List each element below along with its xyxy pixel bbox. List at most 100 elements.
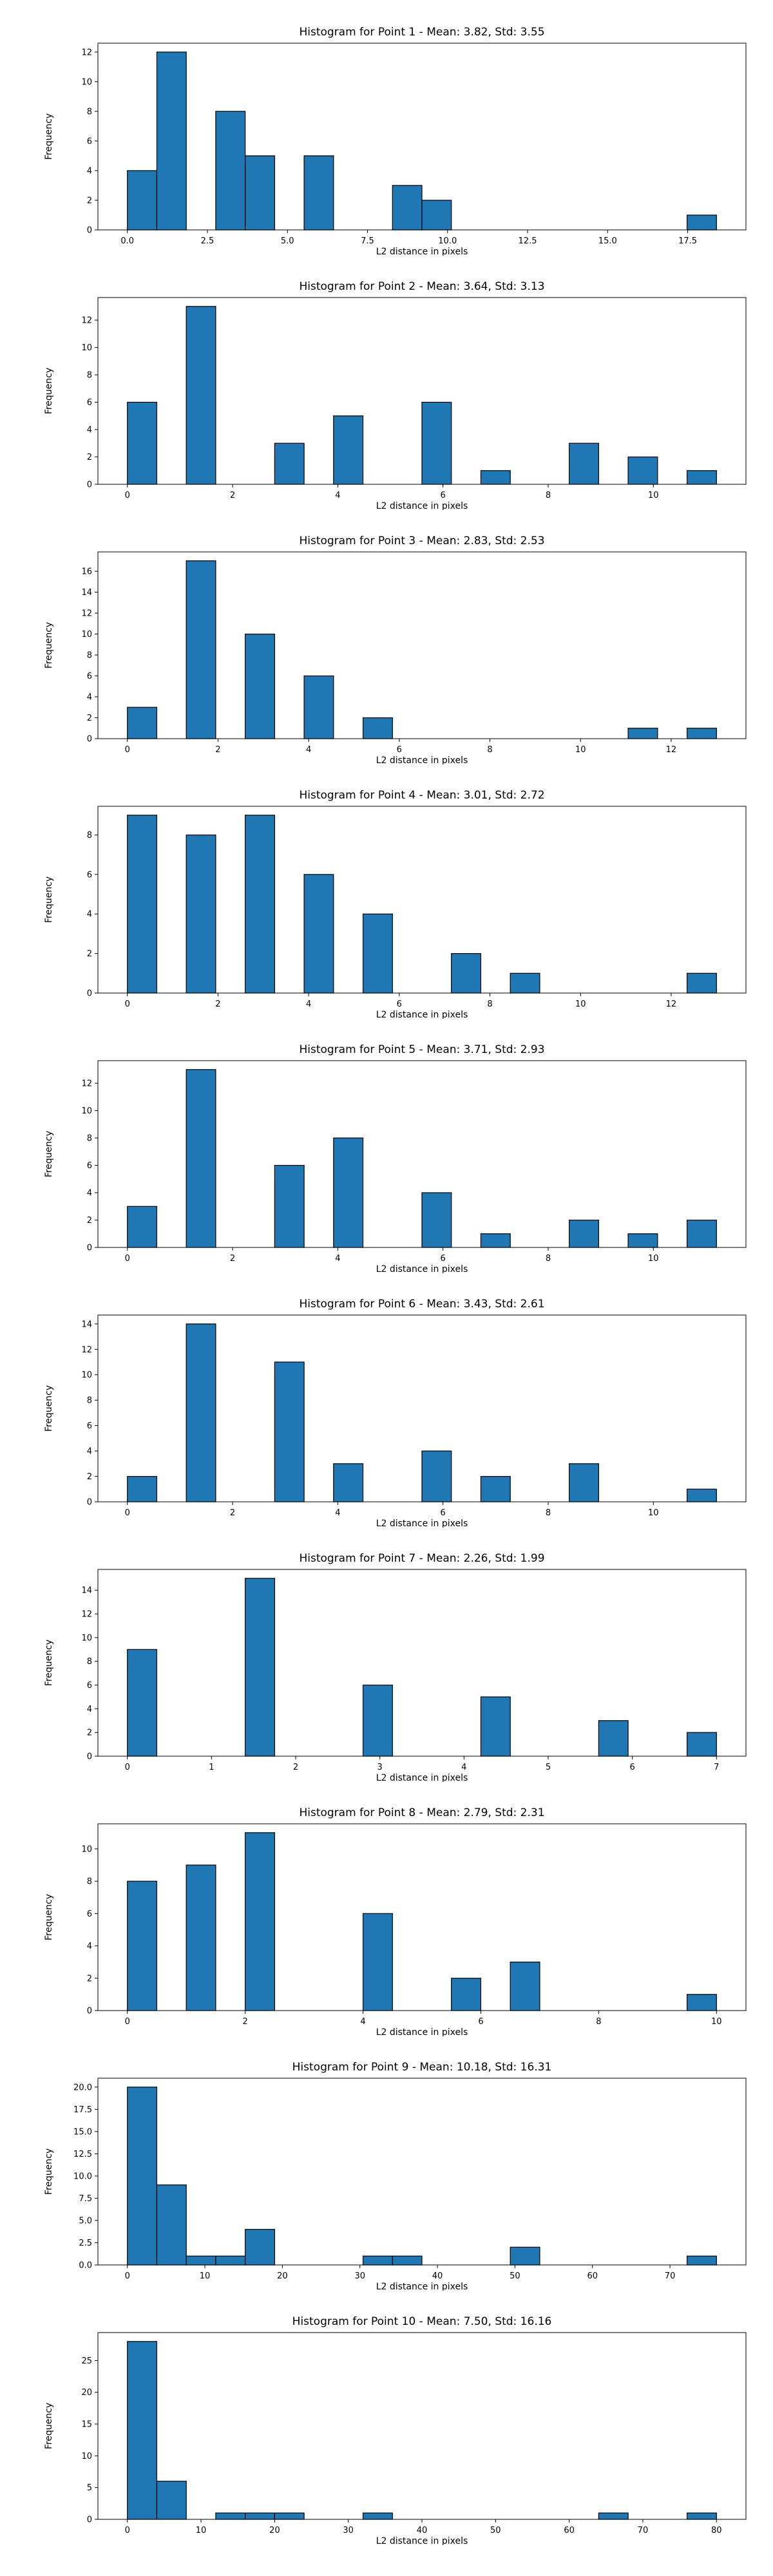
x-tick-label: 2 <box>215 745 220 755</box>
histogram-bar <box>480 470 511 485</box>
histogram-bar <box>686 1219 717 1248</box>
x-tick-label: 8 <box>596 2017 601 2027</box>
x-axis-label: L2 distance in pixels <box>376 755 468 764</box>
histogram-bar <box>480 1475 511 1502</box>
x-tick-label: 0 <box>125 1254 130 1264</box>
y-tick-label: 12 <box>81 609 92 619</box>
x-tick-label: 15.0 <box>598 236 617 246</box>
y-tick-label: 12 <box>81 1610 92 1620</box>
y-tick-label: 4 <box>87 166 92 176</box>
histogram-bar <box>392 185 423 231</box>
histogram-svg-1: Histogram for Point 1 - Mean: 3.82, Std:… <box>44 26 747 256</box>
x-tick-label: 2 <box>293 1763 298 1772</box>
histogram-bar <box>421 1192 452 1248</box>
y-axis-label: Frequency <box>44 2403 54 2449</box>
x-tick-label: 4 <box>335 491 340 500</box>
histogram-bar <box>245 1832 275 2011</box>
y-tick-label: 15.0 <box>73 2127 92 2137</box>
x-tick-label: 0 <box>125 2271 130 2281</box>
histogram-bar <box>627 1233 658 1248</box>
y-tick-label: 10 <box>81 77 92 87</box>
histogram-bar <box>480 1233 511 1248</box>
x-tick-label: 6 <box>397 999 402 1009</box>
x-tick-label: 10 <box>200 2271 211 2281</box>
x-tick-label: 17.5 <box>678 236 697 246</box>
histogram-bar <box>686 972 717 994</box>
histogram-svg-3: Histogram for Point 3 - Mean: 2.83, Std:… <box>44 535 747 764</box>
histogram-bar <box>686 2255 717 2266</box>
x-tick-label: 10 <box>575 745 586 755</box>
histogram-bar <box>333 415 364 485</box>
y-tick-label: 14 <box>81 1586 92 1596</box>
x-tick-label: 50 <box>490 2526 501 2535</box>
chart-title: Histogram for Point 2 - Mean: 3.64, Std:… <box>299 280 544 293</box>
y-tick-label: 6 <box>87 1161 92 1171</box>
y-tick-label: 16 <box>81 567 92 577</box>
chart-title: Histogram for Point 4 - Mean: 3.01, Std:… <box>299 789 544 802</box>
x-tick-label: 10 <box>711 2017 722 2027</box>
y-tick-label: 10 <box>81 343 92 353</box>
axes-frame <box>97 1569 747 1757</box>
x-tick-label: 0.0 <box>120 236 134 246</box>
x-tick-label: 80 <box>711 2526 722 2535</box>
axes-frame <box>97 297 747 485</box>
y-tick-label: 8 <box>87 107 92 117</box>
x-tick-label: 2 <box>242 2017 247 2027</box>
x-tick-label: 7.5 <box>361 236 374 246</box>
histogram-bar <box>421 200 452 231</box>
y-tick-label: 6 <box>87 1681 92 1690</box>
x-tick-label: 6 <box>629 1763 635 1772</box>
y-tick-label: 6 <box>87 398 92 408</box>
y-tick-label: 10 <box>81 630 92 639</box>
histogram-panel-1: Histogram for Point 1 - Mean: 3.82, Std:… <box>0 1 773 256</box>
y-tick-label: 2 <box>87 714 92 723</box>
x-tick-label: 50 <box>510 2271 520 2281</box>
y-tick-label: 8 <box>87 651 92 661</box>
chart-title: Histogram for Point 3 - Mean: 2.83, Std:… <box>299 535 544 547</box>
y-tick-label: 0.0 <box>79 2261 92 2271</box>
histogram-bar <box>156 52 187 231</box>
x-tick-label: 8 <box>546 491 551 500</box>
histogram-bar <box>362 2255 393 2266</box>
x-tick-label: 8 <box>546 1254 551 1264</box>
histogram-bar <box>186 306 216 485</box>
histogram-svg-4: Histogram for Point 4 - Mean: 3.01, Std:… <box>44 789 747 1019</box>
x-tick-label: 0 <box>125 1508 130 1518</box>
y-tick-label: 10 <box>81 1844 92 1854</box>
histogram-bar <box>274 1361 305 1502</box>
histogram-bar <box>215 2512 246 2520</box>
x-tick-label: 0 <box>125 2526 130 2535</box>
y-tick-label: 10 <box>81 1633 92 1643</box>
chart-title: Histogram for Point 9 - Mean: 10.18, Std… <box>292 2061 552 2074</box>
x-tick-label: 70 <box>638 2526 649 2535</box>
chart-title: Histogram for Point 8 - Mean: 2.79, Std:… <box>299 1806 544 1819</box>
y-tick-label: 0 <box>87 735 92 744</box>
histogram-bar <box>186 834 216 994</box>
axes-frame <box>97 1823 747 2011</box>
histogram-bar <box>186 1069 216 1248</box>
x-tick-label: 0 <box>125 2017 130 2027</box>
axes-frame <box>97 2078 747 2266</box>
x-tick-label: 5.0 <box>281 236 294 246</box>
axes-frame <box>97 1314 747 1502</box>
x-tick-label: 8 <box>487 745 492 755</box>
y-tick-label: 6 <box>87 870 92 880</box>
histogram-panel-8: Histogram for Point 8 - Mean: 2.79, Std:… <box>0 1782 773 2036</box>
x-tick-label: 4 <box>360 2017 365 2027</box>
y-tick-label: 12.5 <box>73 2150 92 2159</box>
histogram-svg-8: Histogram for Point 8 - Mean: 2.79, Std:… <box>44 1806 747 2036</box>
histogram-bar <box>421 401 452 485</box>
x-tick-label: 12.5 <box>519 236 537 246</box>
x-tick-label: 6 <box>397 745 402 755</box>
y-tick-label: 8 <box>87 1134 92 1144</box>
histogram-bar <box>245 815 275 994</box>
chart-title: Histogram for Point 5 - Mean: 3.71, Std:… <box>299 1043 544 1056</box>
y-tick-label: 2.5 <box>79 2239 92 2248</box>
y-tick-label: 0 <box>87 480 92 490</box>
histogram-bar <box>598 2512 629 2520</box>
y-tick-label: 20 <box>81 2388 92 2398</box>
x-tick-label: 20 <box>269 2526 280 2535</box>
x-tick-label: 4 <box>461 1763 466 1772</box>
y-tick-label: 0 <box>87 226 92 236</box>
x-tick-label: 4 <box>306 745 311 755</box>
